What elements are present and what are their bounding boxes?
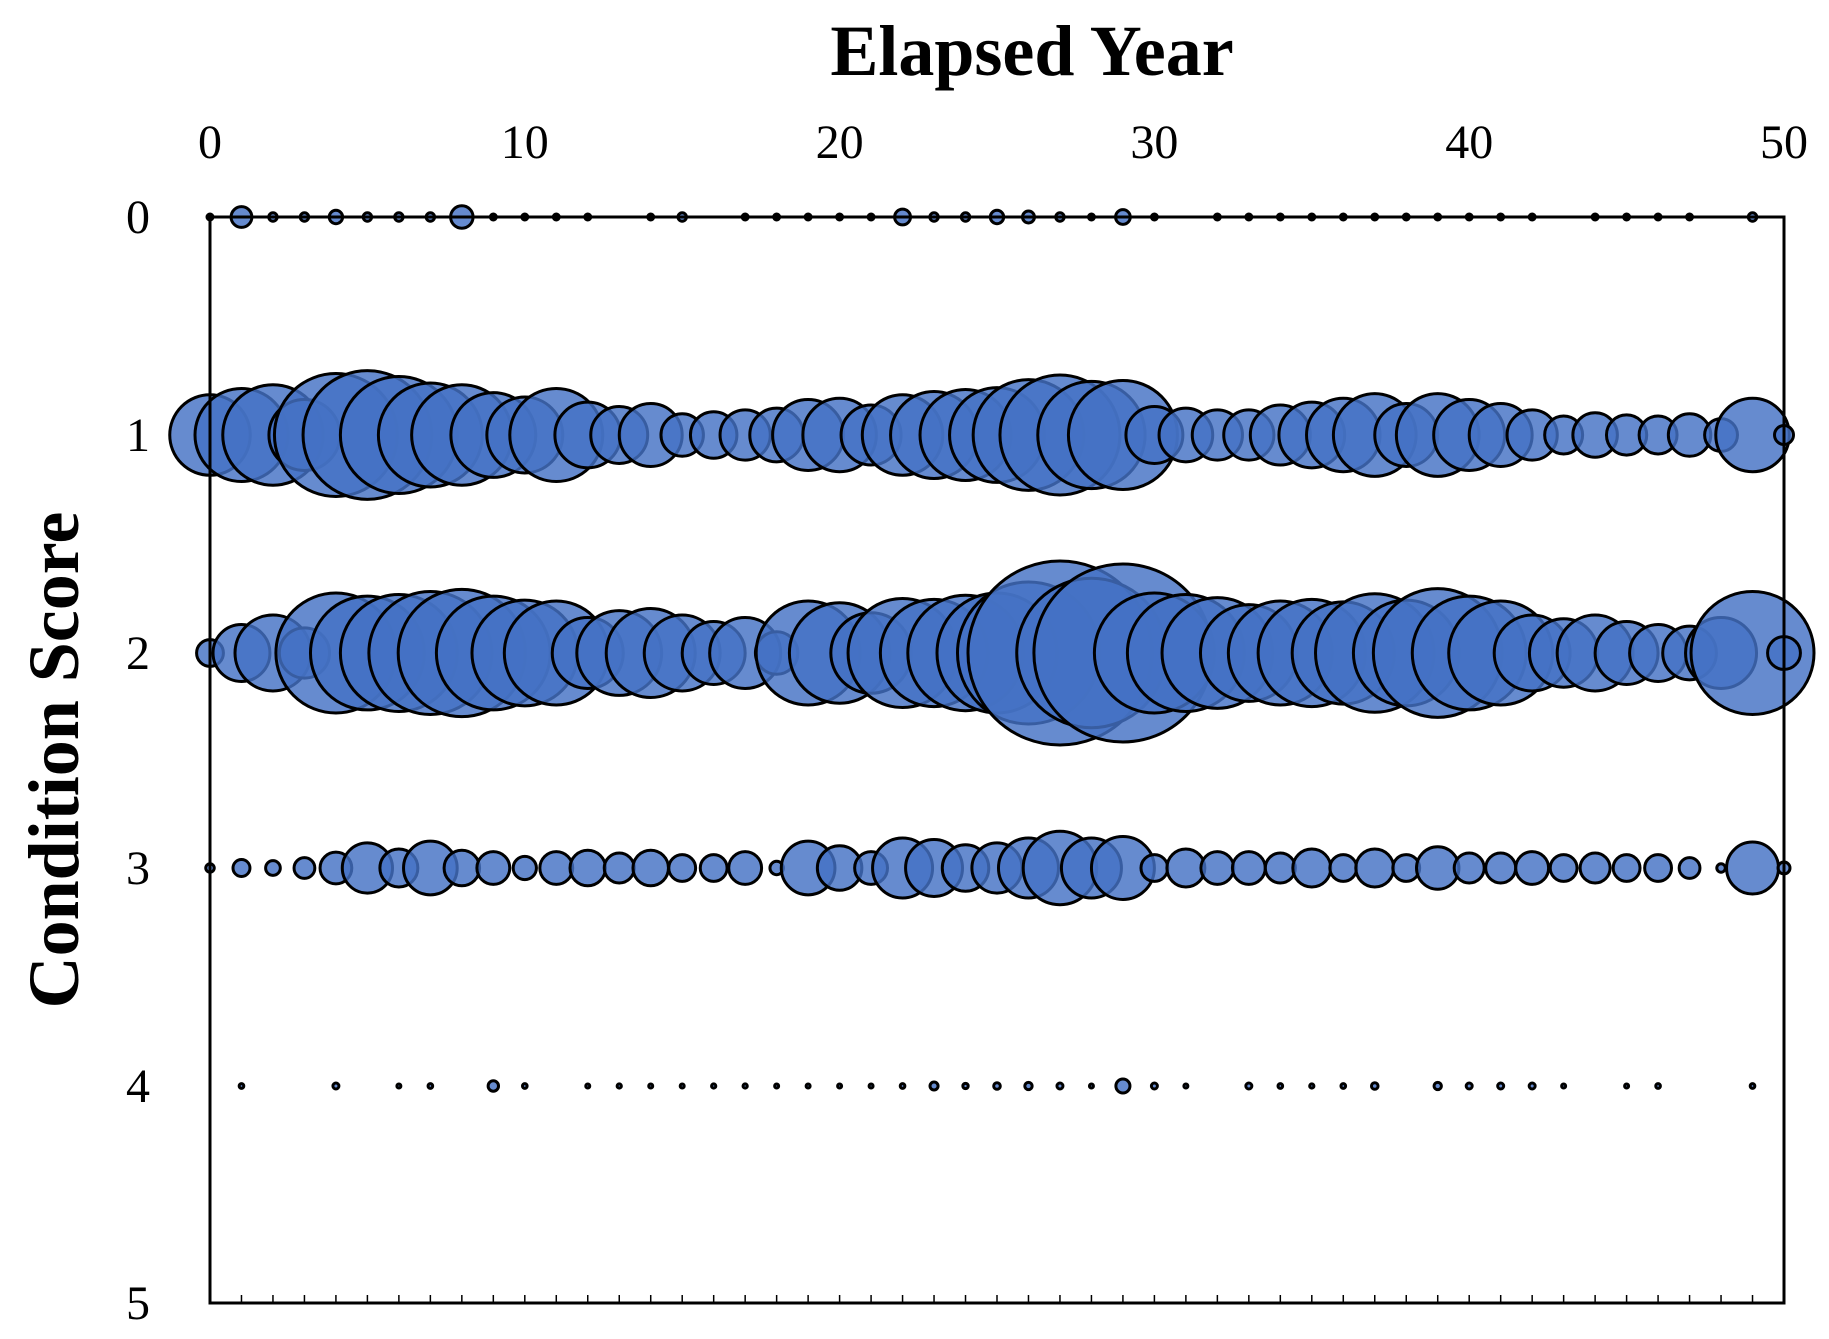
bubble-point (867, 1082, 875, 1090)
bubble-point (1578, 851, 1612, 885)
bubble-point (1055, 1081, 1065, 1091)
bubble-point (928, 1080, 940, 1092)
bubble-point (1452, 851, 1486, 885)
bubble-point (1263, 851, 1297, 885)
bubble-point (584, 1082, 592, 1090)
bubble-point (1149, 1081, 1159, 1091)
bubble-point (568, 848, 608, 888)
bubble-point (1230, 850, 1267, 886)
bubble-point (615, 1082, 623, 1090)
bubble-point (631, 848, 670, 888)
y-tick-label: 2 (126, 627, 150, 680)
bubble-point (1484, 851, 1518, 885)
bubble-point (1654, 1082, 1662, 1090)
x-tick-label: 50 (1760, 116, 1808, 169)
bubble-point (237, 1082, 246, 1090)
bubble-point (1623, 1082, 1631, 1090)
bubble-point (426, 1082, 435, 1090)
x-axis-title: Elapsed Year (830, 11, 1233, 91)
bubble-point (773, 1082, 781, 1090)
y-tick-label: 3 (126, 842, 150, 895)
bubble-point (1182, 1082, 1190, 1090)
bubble-point (486, 1079, 501, 1093)
bubble-point (1369, 1081, 1380, 1091)
bubble-point (292, 856, 317, 880)
bubble-point (1748, 1082, 1757, 1090)
x-tick-label: 0 (198, 116, 222, 169)
bubble-point (678, 1082, 686, 1090)
bubble-point (836, 1082, 844, 1090)
bubble-point (264, 859, 282, 877)
y-tick-label: 4 (126, 1060, 150, 1113)
bubble-point (1291, 847, 1333, 889)
bubble-point (1643, 853, 1673, 883)
bubble-point (538, 850, 575, 886)
bubble-point (992, 1081, 1002, 1091)
y-tick-label: 5 (126, 1277, 150, 1330)
x-tick-label: 40 (1445, 116, 1493, 169)
bubble-point (698, 853, 729, 883)
bubble-point (961, 1081, 970, 1091)
bubble-point (1715, 862, 1727, 874)
bubble-point (1199, 850, 1236, 886)
bubble-point (1725, 840, 1781, 896)
bubble-point (1611, 853, 1642, 883)
bubble-point (511, 854, 538, 882)
bubble-point (667, 853, 698, 883)
y-axis-title: Condition Score (14, 512, 94, 1009)
bubble-point (1560, 1082, 1568, 1090)
bubble-point (231, 858, 252, 878)
bubble-point (442, 848, 482, 888)
bubble-point (1139, 853, 1170, 883)
bubble-point (1464, 1081, 1474, 1091)
bubble-point (647, 1082, 655, 1090)
bubble-point (1087, 1082, 1095, 1090)
bubble-point (1276, 1082, 1285, 1090)
bubble-point (898, 1082, 907, 1090)
bubble-point (727, 850, 764, 886)
bubble-point (520, 1082, 529, 1090)
bubble-point (1165, 847, 1207, 889)
axis-ticks: 0 10 20 30 40 50 0 1 2 3 4 5 (126, 116, 1808, 1330)
bubble-point (1354, 847, 1396, 889)
x-tick-label: 20 (816, 116, 864, 169)
bubble-point (1023, 1080, 1034, 1092)
y-tick-label: 1 (126, 409, 150, 462)
bubble-point (475, 850, 512, 886)
bubble-point (1339, 1082, 1348, 1090)
bubble-point (741, 1082, 749, 1090)
bubble-point (602, 851, 636, 885)
plot-background (210, 217, 1784, 1303)
bubble-point (1677, 856, 1702, 880)
x-tick-label: 10 (501, 116, 549, 169)
bubble-point (395, 1082, 403, 1090)
bubble-point (1548, 853, 1579, 883)
bubble-point (804, 1082, 812, 1090)
bubble-point (1527, 1081, 1537, 1091)
bubble-point (1114, 1077, 1132, 1095)
bubble-point (1432, 1080, 1443, 1092)
bubble-point (1328, 853, 1359, 883)
x-tick-label: 30 (1130, 116, 1178, 169)
bubble-point (1496, 1081, 1506, 1091)
bubble-point (710, 1082, 718, 1090)
bubble-point (331, 1081, 341, 1091)
bubble-point (1514, 850, 1551, 886)
y-tick-label: 0 (126, 191, 150, 244)
bubble-point (1415, 845, 1461, 891)
bubble-point (1244, 1081, 1254, 1091)
bubble-point (1308, 1082, 1316, 1090)
